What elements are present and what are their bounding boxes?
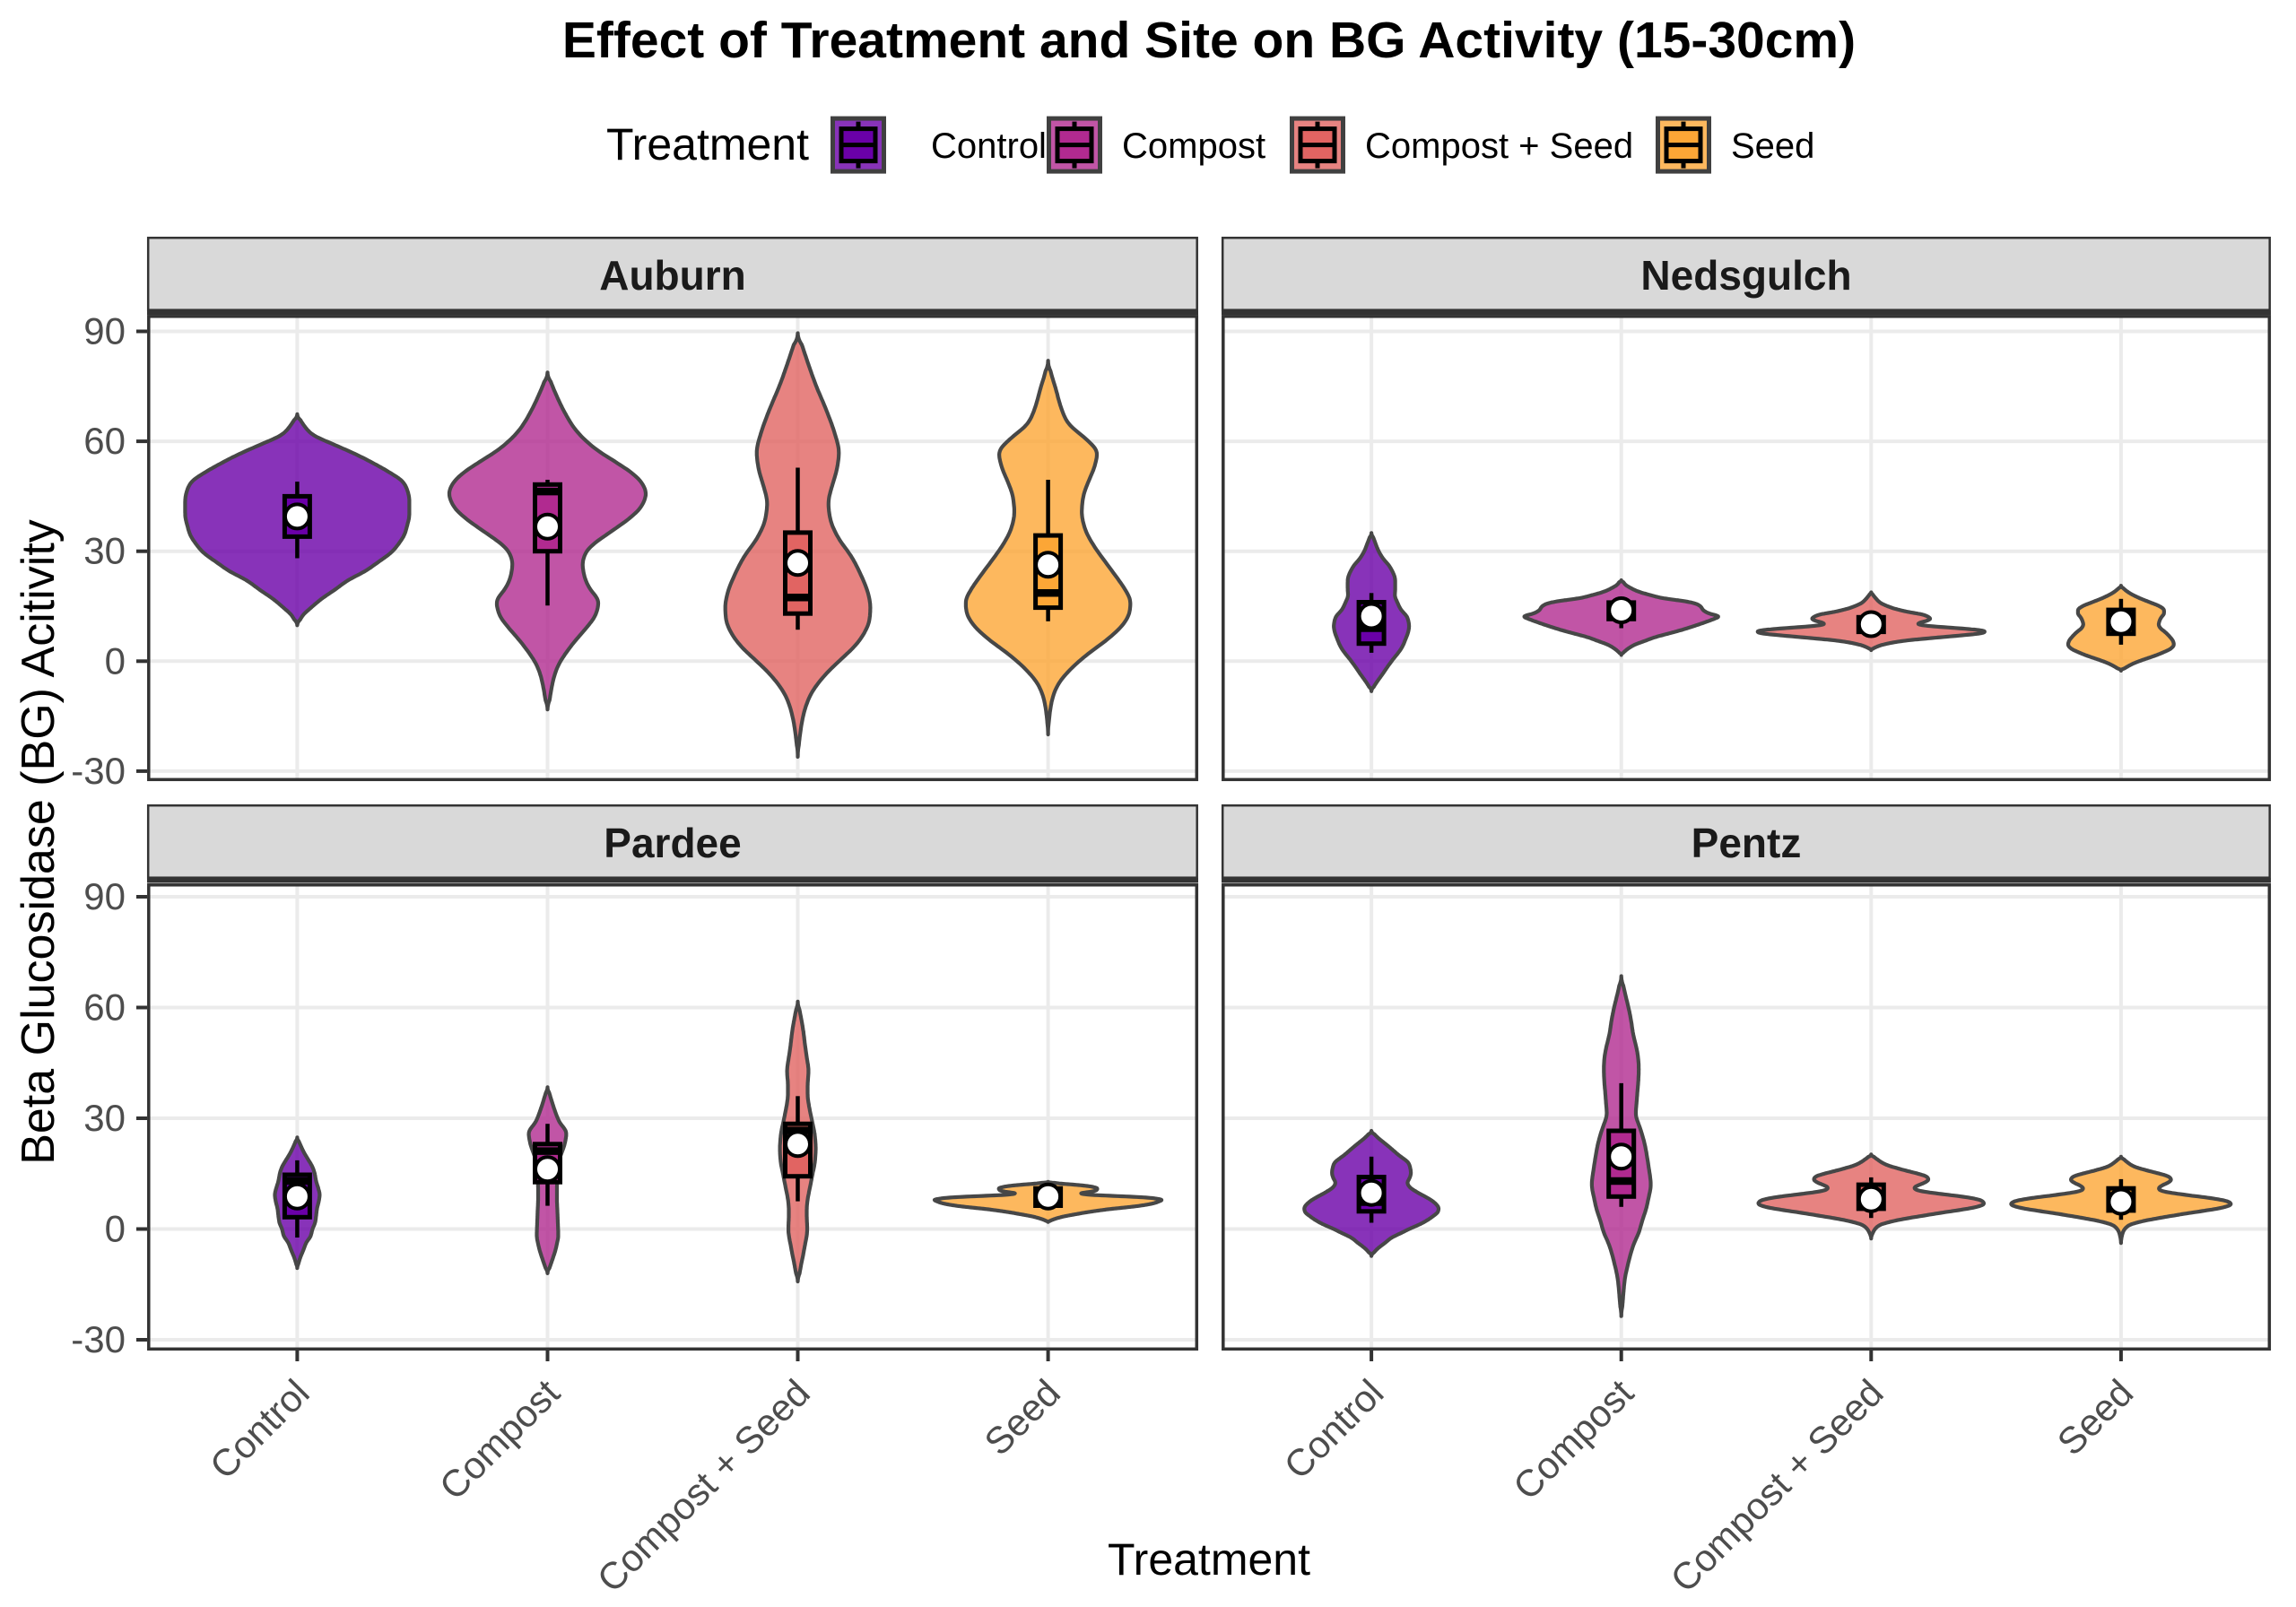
svg-text:0: 0: [105, 639, 126, 682]
svg-text:Compost: Compost: [1122, 126, 1265, 166]
svg-text:Nedsgulch: Nedsgulch: [1640, 252, 1851, 299]
svg-text:60: 60: [83, 420, 126, 462]
svg-text:Pentz: Pentz: [1692, 820, 1802, 866]
svg-text:Compost + Seed: Compost + Seed: [1365, 126, 1633, 166]
svg-text:Effect of Treatment and Site o: Effect of Treatment and Site on BG Activ…: [562, 12, 1856, 69]
svg-text:-30: -30: [71, 1318, 126, 1360]
svg-text:Control: Control: [931, 126, 1047, 166]
svg-text:Pardee: Pardee: [604, 820, 741, 866]
svg-text:60: 60: [83, 986, 126, 1029]
svg-text:30: 30: [83, 1097, 126, 1139]
svg-text:Auburn: Auburn: [599, 252, 746, 299]
svg-text:Treatment: Treatment: [606, 119, 809, 169]
svg-text:90: 90: [83, 875, 126, 917]
svg-text:0: 0: [105, 1208, 126, 1250]
svg-text:30: 30: [83, 530, 126, 572]
svg-text:Treatment: Treatment: [1108, 1534, 1310, 1585]
svg-text:-30: -30: [71, 750, 126, 792]
svg-text:90: 90: [83, 310, 126, 352]
svg-text:Seed: Seed: [1731, 126, 1814, 166]
svg-text:Beta Glucosidase (BG) Acitivit: Beta Glucosidase (BG) Acitivity: [13, 519, 65, 1165]
